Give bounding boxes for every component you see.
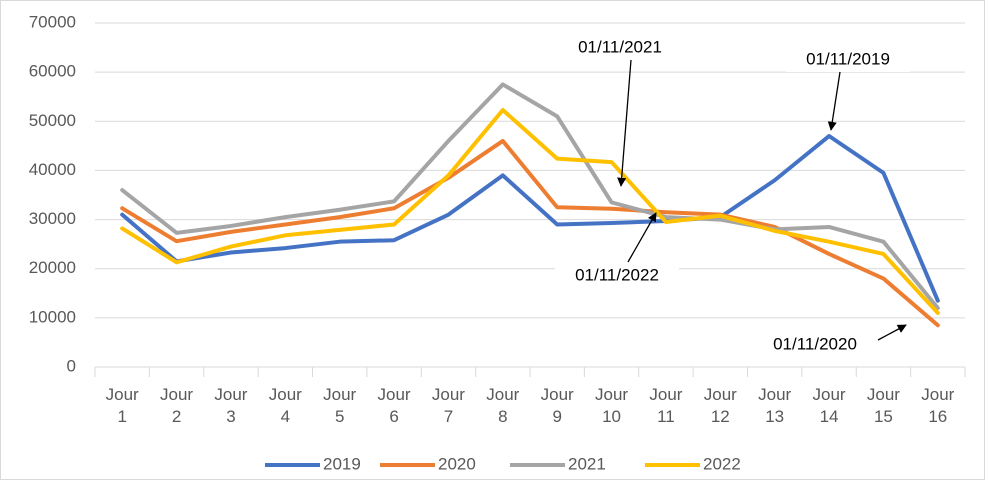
x-tick-label: Jour 12 <box>703 385 737 426</box>
annotation-bg <box>558 36 682 60</box>
x-tick-label: Jour 15 <box>866 385 900 426</box>
y-tick-label: 30000 <box>29 209 76 228</box>
x-tick-label: Jour 2 <box>160 385 194 426</box>
legend-label: 2020 <box>438 454 476 473</box>
x-tick-label: Jour 4 <box>268 385 302 426</box>
x-tick-label: Jour 8 <box>486 385 520 426</box>
x-tick-label: Jour 9 <box>540 385 574 426</box>
x-tick-label: Jour 14 <box>812 385 846 426</box>
annotation-bg <box>786 48 910 72</box>
x-tick-label: Jour 13 <box>758 385 792 426</box>
x-tick-label: Jour 5 <box>323 385 357 426</box>
y-tick-label: 10000 <box>29 307 76 326</box>
annotation-arrow <box>827 71 841 131</box>
series-line <box>120 82 940 311</box>
y-tick-label: 20000 <box>29 258 76 277</box>
y-tick-label: 70000 <box>29 12 76 31</box>
annotation-bg <box>753 333 877 357</box>
x-tick-label: Jour 1 <box>105 385 139 426</box>
x-tick-label: Jour 10 <box>595 385 629 426</box>
x-tick-label: Jour 7 <box>431 385 465 426</box>
series-line <box>120 107 940 315</box>
y-tick-label: 40000 <box>29 160 76 179</box>
series-line <box>120 138 940 328</box>
annotation-bg <box>555 264 679 288</box>
legend-label: 2022 <box>703 454 741 473</box>
annotation: 01/11/2019 <box>806 49 890 68</box>
annotation: 01/11/2021 <box>578 37 662 56</box>
legend-label: 2019 <box>323 454 361 473</box>
y-tick-label: 0 <box>67 356 76 375</box>
legend-label: 2021 <box>568 454 606 473</box>
y-tick-label: 60000 <box>29 62 76 81</box>
annotation: 01/11/2020 <box>773 334 857 353</box>
annotation-arrow <box>617 59 632 187</box>
annotation-arrow <box>877 324 907 341</box>
annotation-arrow <box>627 212 657 263</box>
x-tick-label: Jour 6 <box>377 385 411 426</box>
y-tick-label: 50000 <box>29 111 76 130</box>
x-tick-label: Jour 3 <box>214 385 248 426</box>
x-tick-label: Jour 16 <box>921 385 955 426</box>
x-tick-label: Jour 11 <box>649 385 683 426</box>
series-line <box>120 134 940 303</box>
annotation: 01/11/2022 <box>575 265 659 284</box>
